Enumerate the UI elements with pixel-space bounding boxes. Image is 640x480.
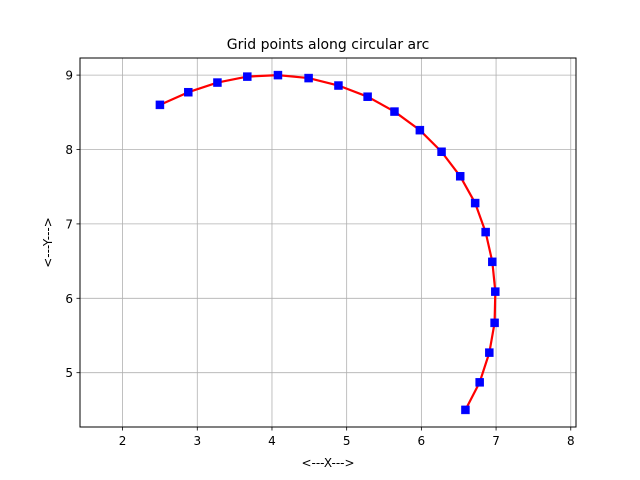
grid-point-marker [415, 125, 425, 135]
grid-point-marker [481, 227, 490, 237]
y-tick-label: 7 [65, 217, 73, 231]
grid-point-marker [491, 287, 500, 296]
grid-lines [80, 58, 576, 427]
grid-point-marker [461, 405, 470, 415]
x-tick-label: 5 [343, 434, 351, 448]
y-tick-label: 8 [65, 143, 73, 157]
grid-point-marker [490, 318, 499, 328]
grid-point-marker [304, 73, 313, 83]
grid-point-marker [213, 78, 222, 87]
grid-point-marker [184, 87, 193, 97]
y-axis-label: <---Y---> [41, 217, 55, 268]
x-tick-label: 6 [418, 434, 426, 448]
chart-title: Grid points along circular arc [227, 37, 430, 53]
plot-frame [79, 57, 577, 428]
x-tick-label: 3 [193, 434, 201, 448]
grid-point-marker [437, 147, 446, 156]
x-axis-label: <---X---> [301, 456, 354, 470]
y-tick-label: 5 [65, 366, 73, 380]
grid-point-marker [243, 72, 252, 81]
grid-point-marker [475, 378, 484, 387]
grid-point-marker [334, 81, 343, 90]
grid-point-marker [390, 107, 399, 116]
x-tick-label: 8 [567, 434, 575, 448]
plot-area [80, 58, 576, 427]
grid-point-marker [485, 348, 494, 357]
grid-point-marker [363, 92, 372, 101]
y-tick-label: 6 [65, 292, 73, 306]
grid-point-marker [455, 172, 465, 181]
grid-point-marker [155, 100, 165, 110]
x-tick-label: 2 [119, 434, 127, 448]
x-tick-label: 4 [268, 434, 276, 448]
axis-ticks: 2 3 4 5 6 7 8 5 6 7 8 9 [65, 69, 574, 448]
y-tick-label: 9 [65, 69, 73, 83]
x-tick-label: 7 [492, 434, 500, 448]
grid-point-marker [488, 257, 497, 267]
arc-curve-line [158, 74, 497, 411]
grid-point-marker [273, 70, 283, 80]
data-series [155, 70, 500, 415]
grid-point-marker [470, 198, 480, 208]
